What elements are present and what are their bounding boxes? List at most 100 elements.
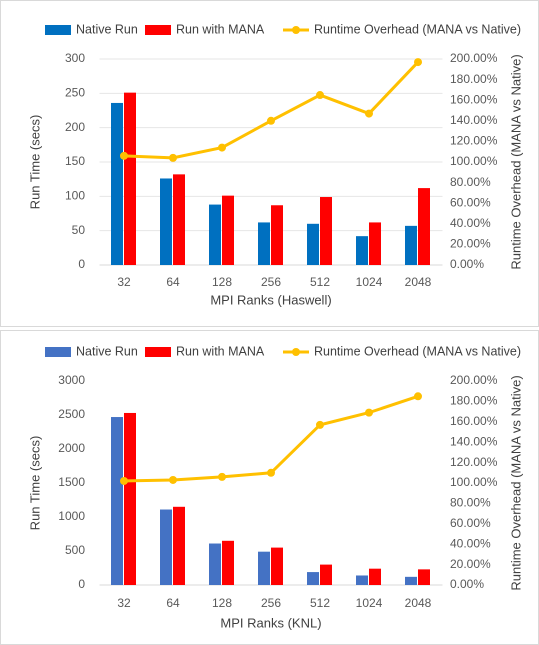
x-tick-label: 64 — [166, 596, 180, 610]
legend-swatch — [145, 347, 171, 357]
bar — [369, 222, 381, 265]
overhead-point — [414, 58, 422, 67]
overhead-point — [414, 392, 422, 401]
bar — [124, 92, 136, 265]
x-tick-label: 1024 — [356, 596, 383, 610]
bar — [258, 551, 270, 585]
y2-axis-title: Runtime Overhead (MANA vs Native) — [508, 375, 523, 590]
overhead-point — [365, 408, 373, 417]
legend-label: Runtime Overhead (MANA vs Native) — [314, 22, 521, 36]
overhead-point — [267, 468, 275, 477]
y2-tick-label: 60.00% — [450, 516, 491, 530]
bar — [111, 102, 123, 266]
x-tick-label: 32 — [117, 275, 131, 289]
bar — [271, 205, 283, 265]
y2-tick-label: 60.00% — [450, 195, 491, 209]
x-tick-label: 512 — [310, 596, 330, 610]
bar — [173, 506, 185, 585]
y2-tick-label: 140.00% — [450, 113, 498, 127]
y2-tick-label: 40.00% — [450, 536, 491, 550]
y2-tick-label: 140.00% — [450, 434, 498, 448]
x-tick-label: 2048 — [405, 596, 432, 610]
bar — [258, 222, 270, 265]
x-tick-label: 64 — [166, 275, 180, 289]
y-tick-label: 250 — [65, 86, 85, 100]
legend-swatch — [292, 26, 300, 34]
y2-tick-label: 0.00% — [450, 577, 484, 591]
y-tick-label: 50 — [72, 223, 86, 237]
legend-label: Runtime Overhead (MANA vs Native) — [314, 344, 521, 358]
y-tick-label: 2000 — [58, 441, 85, 455]
overhead-point — [120, 151, 128, 160]
y2-tick-label: 120.00% — [450, 134, 498, 148]
overhead-line — [123, 394, 419, 483]
y-tick-label: 200 — [65, 120, 85, 134]
bar — [405, 576, 417, 585]
bar — [209, 204, 221, 265]
y-tick-label: 300 — [65, 51, 85, 65]
bar — [271, 547, 283, 585]
bar — [369, 568, 381, 585]
bar — [356, 236, 368, 265]
y2-tick-label: 100.00% — [450, 154, 498, 168]
overhead-point — [316, 91, 324, 100]
y-axis-title: Run Time (secs) — [27, 115, 42, 210]
y-tick-label: 0 — [78, 257, 85, 271]
x-tick-label: 128 — [212, 596, 232, 610]
y-tick-label: 3000 — [58, 373, 85, 387]
x-tick-label: 1024 — [356, 275, 383, 289]
bar — [307, 223, 319, 265]
bar — [405, 225, 417, 265]
bar — [160, 178, 172, 265]
bar — [124, 412, 136, 585]
overhead-point — [169, 475, 177, 484]
overhead-point — [267, 116, 275, 125]
x-tick-label: 256 — [261, 275, 281, 289]
bar — [111, 417, 123, 585]
y-tick-label: 2500 — [58, 407, 85, 421]
x-tick-label: 32 — [117, 596, 131, 610]
y-tick-label: 150 — [65, 154, 85, 168]
y-tick-label: 500 — [65, 543, 85, 557]
bar — [222, 195, 234, 265]
y-tick-label: 100 — [65, 189, 85, 203]
y2-tick-label: 0.00% — [450, 257, 484, 271]
bar — [418, 569, 430, 585]
y2-tick-label: 20.00% — [450, 237, 491, 251]
y2-tick-label: 180.00% — [450, 394, 498, 408]
y2-tick-label: 160.00% — [450, 92, 498, 106]
overhead-point — [365, 109, 373, 118]
x-axis-title: MPI Ranks (Haswell) — [210, 292, 331, 307]
bar — [222, 540, 234, 585]
legend-swatch — [145, 25, 171, 35]
legend-swatch — [45, 25, 71, 35]
x-tick-label: 2048 — [405, 275, 432, 289]
legend-label: Run with MANA — [176, 22, 265, 36]
overhead-point — [316, 420, 324, 429]
legend-label: Run with MANA — [176, 344, 265, 358]
legend-label: Native Run — [76, 344, 138, 358]
overhead-line — [123, 61, 420, 160]
legend-label: Native Run — [76, 22, 138, 36]
y2-axis-title: Runtime Overhead (MANA vs Native) — [508, 54, 523, 269]
overhead-point — [218, 472, 226, 481]
x-tick-label: 512 — [310, 275, 330, 289]
y2-tick-label: 200.00% — [450, 51, 498, 65]
x-tick-label: 128 — [212, 275, 232, 289]
overhead-point — [120, 476, 128, 485]
y-tick-label: 1000 — [58, 509, 85, 523]
y2-tick-label: 80.00% — [450, 175, 491, 189]
y2-tick-label: 80.00% — [450, 496, 491, 510]
bar — [320, 564, 332, 585]
y2-tick-label: 120.00% — [450, 455, 498, 469]
x-tick-label: 256 — [261, 596, 281, 610]
y2-tick-label: 40.00% — [450, 216, 491, 230]
x-axis-title: MPI Ranks (KNL) — [220, 615, 321, 630]
y-tick-label: 1500 — [58, 475, 85, 489]
bar — [160, 509, 172, 585]
bar — [320, 197, 332, 265]
overhead-point — [218, 143, 226, 152]
overhead-point — [169, 153, 177, 162]
